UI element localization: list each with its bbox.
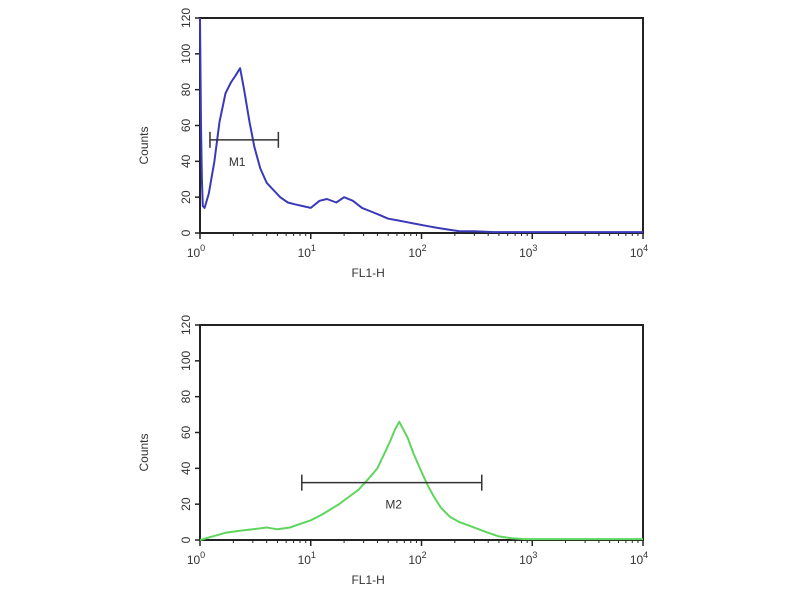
histogram-line [199,420,643,541]
plot-frame [199,17,644,234]
x-axis-label: FL1-H [351,573,384,587]
y-tick-label: 0 [179,229,193,236]
y-tick-label: 100 [179,351,193,371]
y-tick-label: 40 [179,154,193,168]
y-tick-label: 20 [179,497,193,511]
x-axis-label: FL1-H [351,266,384,280]
x-tick-label: 100 [187,243,205,260]
y-tick-label: 60 [179,426,193,440]
y-axis-label: Counts [137,126,151,164]
y-tick-label: 40 [179,461,193,475]
x-tick-label: 103 [519,243,537,260]
x-tick-label: 104 [630,550,648,567]
x-tick-label: 101 [298,550,316,567]
x-tick-label: 102 [408,550,426,567]
plot-frame [199,324,644,541]
histogram-line [199,17,643,234]
x-tick-label: 102 [408,243,426,260]
y-tick-label: 80 [179,83,193,97]
x-tick-label: 104 [630,243,648,260]
y-axis-label: Counts [137,433,151,471]
y-tick-label: 100 [179,44,193,64]
y-tick-label: 0 [179,536,193,543]
x-tick-label: 103 [519,550,537,567]
y-tick-label: 80 [179,390,193,404]
x-tick-label: 101 [298,243,316,260]
histogram-panel-2: 0 20 40 60 80 100 120 100 101 102 103 104 FL1-H Count… [137,315,648,587]
marker-label: M1 [229,155,246,169]
y-tick-label: 120 [179,8,193,28]
marker-label: M2 [385,498,402,512]
y-tick-label: 120 [179,315,193,335]
y-tick-label: 60 [179,119,193,133]
x-tick-label: 100 [187,550,205,567]
y-tick-label: 20 [179,190,193,204]
histogram-panel-1: 0 20 40 60 80 100 120 100 101 102 103 104 FL1-H Count… [137,8,648,280]
